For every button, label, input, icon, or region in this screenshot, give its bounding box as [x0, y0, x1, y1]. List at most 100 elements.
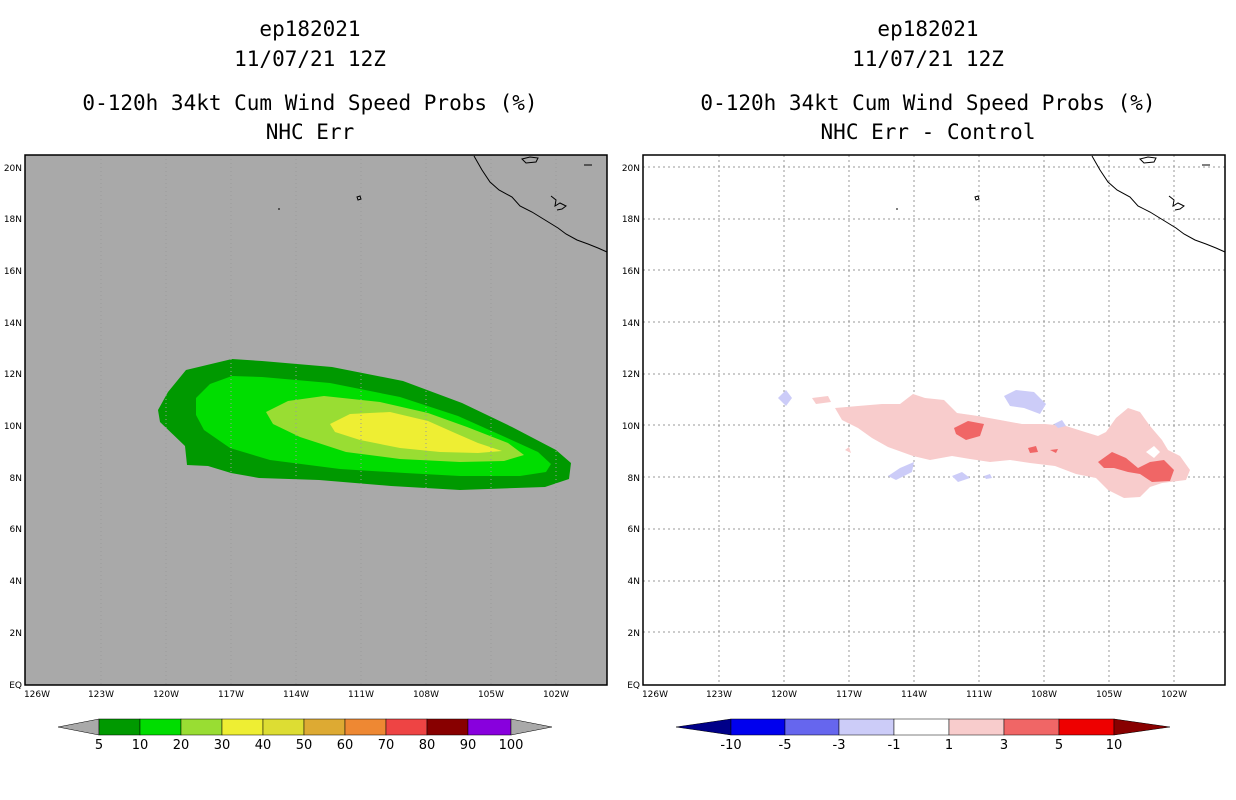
- left-colorbar-label: 50: [296, 738, 313, 753]
- right-lat-tick: 12N: [622, 370, 640, 380]
- left-colorbar-bin: [344, 718, 387, 736]
- left-colorbar-label: 10: [132, 738, 149, 753]
- right-band-hole: [1146, 446, 1160, 458]
- right-inlet: [1168, 195, 1185, 211]
- right-lon-tick: 108W: [1031, 690, 1057, 700]
- left-inlet: [550, 195, 567, 211]
- right-colorbar-bin: [893, 718, 950, 736]
- right-island-a: [974, 195, 980, 201]
- left-colorbar-label: 5: [95, 738, 103, 753]
- right-colorbar-high-arrow: [1113, 718, 1171, 736]
- right-colorbar-label: 1: [945, 738, 953, 753]
- left-lat-tick: 20N: [4, 164, 22, 174]
- left-colorbar-bin: [221, 718, 264, 736]
- right-colorbar-bin: [948, 718, 1005, 736]
- left-lat-tick: 18N: [4, 215, 22, 225]
- right-band-pos-1-3-small: [812, 396, 831, 404]
- right-colorbar-bin: [1003, 718, 1060, 736]
- right-band-pos-3-5-a: [954, 421, 984, 440]
- left-lat-ticks: 20N 18N 16N 14N 12N 10N 8N 6N 4N 2N EQ: [4, 164, 22, 691]
- right-lon-tick: 120W: [771, 690, 797, 700]
- right-band-pos-3-5-c: [1050, 449, 1058, 453]
- right-band-pos-3-5-d: [1098, 452, 1174, 482]
- left-lat-tick: 8N: [10, 474, 22, 484]
- left-lat-tick: 10N: [4, 422, 22, 432]
- left-lat-tick: EQ: [9, 681, 22, 691]
- left-colorbar-bin: [303, 718, 346, 736]
- right-map: [642, 154, 1226, 686]
- right-colorbar-label: 10: [1106, 738, 1123, 753]
- right-lake: [1139, 156, 1157, 164]
- left-colorbar-label: 100: [499, 738, 524, 753]
- right-colorbar-bin: [838, 718, 895, 736]
- left-colorbar: 5 10 20 30 40 50 60 70 80 90 100: [57, 718, 553, 753]
- right-lon-ticks: 126W 123W 120W 117W 114W 111W 108W 105W …: [642, 690, 1187, 700]
- left-lat-tick: 14N: [4, 319, 22, 329]
- right-colorbar-label: -3: [833, 738, 846, 753]
- right-lon-tick: 111W: [966, 690, 992, 700]
- left-title-storm: ep182021: [259, 17, 361, 41]
- right-band-pos-1-3: [835, 394, 1190, 498]
- right-lon-tick: 123W: [706, 690, 732, 700]
- left-title-product: 0-120h 34kt Cum Wind Speed Probs (%): [82, 91, 538, 115]
- right-lat-tick: 4N: [628, 577, 640, 587]
- right-lat-tick: 14N: [622, 319, 640, 329]
- right-title-product: 0-120h 34kt Cum Wind Speed Probs (%): [700, 91, 1156, 115]
- right-colorbar-bin: [730, 718, 786, 736]
- right-colorbar-label: 5: [1055, 738, 1063, 753]
- right-colorbar-label: -10: [720, 738, 741, 753]
- left-colorbar-bin: [262, 718, 305, 736]
- right-colorbar-label: 3: [1000, 738, 1008, 753]
- right-lon-tick: 117W: [836, 690, 862, 700]
- left-band-30-40: [330, 412, 502, 453]
- left-colorbar-bin: [385, 718, 428, 736]
- right-colorbar-bin: [1058, 718, 1115, 736]
- left-colorbar-label: 60: [337, 738, 354, 753]
- right-colorbar-bin: [784, 718, 840, 736]
- right-lat-tick: 18N: [622, 215, 640, 225]
- left-colorbar-label: 20: [173, 738, 190, 753]
- left-colorbar-bin: [426, 718, 469, 736]
- right-lon-tick: 105W: [1096, 690, 1122, 700]
- left-lon-tick: 111W: [348, 690, 374, 700]
- left-colorbar-label: 80: [419, 738, 436, 753]
- left-colorbar-high-arrow: [510, 718, 553, 736]
- left-lon-tick: 117W: [218, 690, 244, 700]
- right-coastline: [1091, 155, 1226, 253]
- left-colorbar-label: 70: [378, 738, 395, 753]
- left-coastline: [473, 155, 608, 253]
- left-colorbar-label: 30: [214, 738, 231, 753]
- left-lat-tick: 4N: [10, 577, 22, 587]
- left-lon-tick: 114W: [283, 690, 309, 700]
- left-lon-tick: 102W: [543, 690, 569, 700]
- left-colorbar-bin: [180, 718, 223, 736]
- right-lat-ticks: 20N 18N 16N 14N 12N 10N 8N 6N 4N 2N EQ: [622, 164, 640, 691]
- right-title-storm: ep182021: [877, 17, 979, 41]
- left-colorbar-label: 40: [255, 738, 272, 753]
- left-lon-tick: 108W: [413, 690, 439, 700]
- right-map-frame: [642, 154, 1226, 686]
- right-band-neg-1-3-a: [778, 390, 792, 406]
- left-title-date: 11/07/21 12Z: [234, 47, 386, 71]
- left-map-frame: [24, 154, 608, 686]
- right-colorbar-low-arrow: [675, 718, 732, 736]
- right-lat-tick: 2N: [628, 629, 640, 639]
- right-colorbar-label: -5: [779, 738, 792, 753]
- right-band-pos-3-5-b: [1028, 446, 1038, 453]
- left-map: [24, 154, 608, 686]
- right-lon-tick: 102W: [1161, 690, 1187, 700]
- right-colorbar-label: -1: [888, 738, 901, 753]
- left-colorbar-label: 90: [460, 738, 477, 753]
- left-lat-tick: 2N: [10, 629, 22, 639]
- right-lat-tick: 6N: [628, 525, 640, 535]
- left-colorbar-bin: [467, 718, 512, 736]
- right-lat-tick: 10N: [622, 422, 640, 432]
- left-lon-ticks: 126W 123W 120W 117W 114W 111W 108W 105W …: [24, 690, 569, 700]
- left-grid-faint: [100, 155, 557, 685]
- left-island-a: [356, 195, 362, 201]
- left-lat-tick: 12N: [4, 370, 22, 380]
- left-lon-tick: 105W: [478, 690, 504, 700]
- left-lon-tick: 123W: [88, 690, 114, 700]
- left-lat-tick: 16N: [4, 267, 22, 277]
- left-lake: [521, 156, 539, 164]
